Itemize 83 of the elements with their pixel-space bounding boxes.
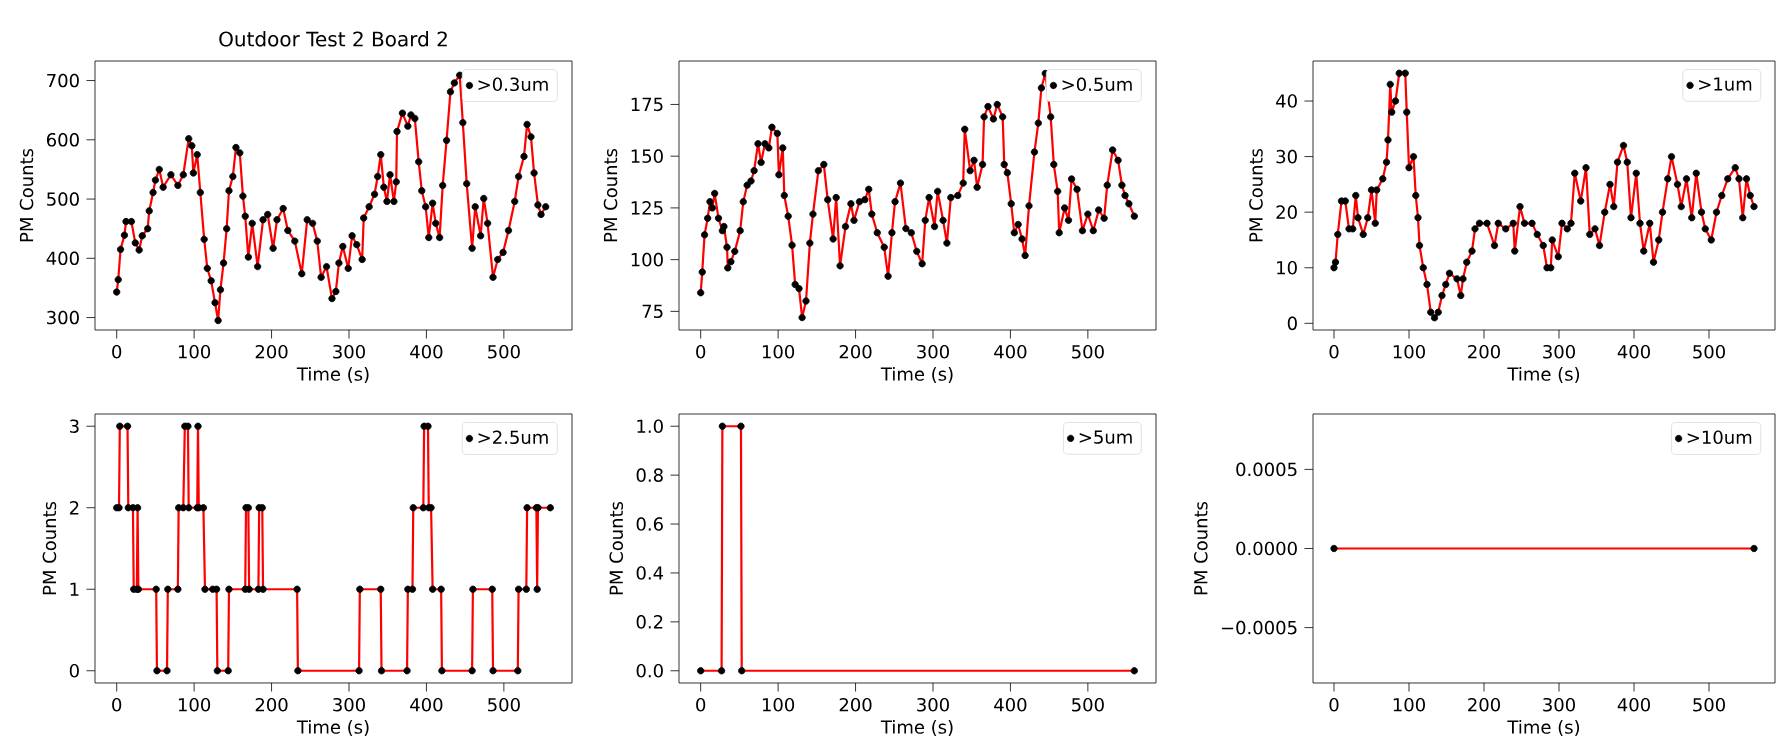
x-tick-label: 500 — [1693, 344, 1725, 359]
legend-label: >0.3um — [478, 77, 548, 92]
y-tick-label: 40 — [1276, 94, 1297, 108]
x-tick-label: 0 — [1329, 344, 1339, 359]
y-tick-label: 700 — [47, 73, 79, 88]
x-tick-label: 200 — [255, 697, 288, 712]
x-tick-label: 0 — [696, 344, 706, 359]
y-tick-label: 175 — [631, 97, 663, 112]
y-axis-title: PM Counts — [42, 501, 57, 595]
x-tick-label: 0 — [112, 344, 122, 359]
x-tick-label: 300 — [917, 344, 949, 359]
legend-label: >5um — [1079, 430, 1132, 444]
x-axis-title: Time (s) — [880, 366, 953, 383]
x-tick-label: 400 — [410, 344, 443, 359]
y-tick-label: 600 — [46, 132, 79, 147]
x-tick-label: 500 — [1693, 697, 1725, 712]
x-tick-label: 0 — [696, 697, 706, 712]
y-tick-label: −0.0005 — [1221, 620, 1297, 635]
x-tick-label: 400 — [1617, 344, 1650, 359]
y-tick-label: 2 — [69, 501, 79, 515]
y-tick-label: 500 — [47, 192, 79, 206]
x-tick-label: 400 — [1617, 697, 1650, 712]
legend-label: >10um — [1687, 430, 1752, 445]
y-tick-label: 0.6 — [636, 517, 663, 531]
x-tick-label: 100 — [1393, 697, 1425, 712]
x-tick-label: 400 — [994, 697, 1027, 712]
y-tick-label: 20 — [1276, 205, 1297, 219]
x-tick-label: 0 — [112, 697, 122, 712]
chart-title: Outdoor Test 2 Board 2 — [219, 31, 447, 47]
x-tick-label: 400 — [994, 344, 1027, 359]
x-tick-label: 200 — [255, 344, 288, 359]
y-tick-label: 0 — [69, 663, 79, 678]
y-tick-label: 10 — [1277, 260, 1297, 275]
x-axis-title: Time (s) — [296, 366, 369, 383]
y-tick-label: 400 — [46, 251, 79, 266]
x-tick-label: 100 — [178, 344, 211, 359]
x-axis-title: Time (s) — [880, 719, 953, 736]
y-tick-label: 0.2 — [636, 615, 663, 629]
y-axis-title: PM Counts — [19, 148, 34, 242]
x-tick-label: 300 — [1543, 344, 1575, 359]
y-tick-label: 3 — [70, 419, 79, 434]
x-tick-label: 100 — [1393, 344, 1425, 359]
x-tick-label: 200 — [1468, 344, 1500, 359]
legend-label: >2.5um — [478, 430, 548, 445]
x-tick-label: 200 — [1468, 697, 1500, 712]
y-axis-title: PM Counts — [1249, 148, 1263, 242]
x-tick-label: 500 — [488, 344, 520, 359]
y-tick-label: 100 — [631, 252, 663, 267]
legend-label: >0.5um — [1062, 77, 1132, 92]
x-tick-label: 200 — [839, 697, 872, 712]
y-tick-label: 0.4 — [636, 566, 664, 580]
x-axis-title: Time (s) — [296, 719, 369, 736]
x-tick-label: 0 — [1329, 697, 1339, 712]
x-tick-label: 300 — [333, 697, 365, 712]
y-axis-title: PM Counts — [609, 501, 624, 595]
x-tick-label: 500 — [1072, 344, 1104, 359]
x-axis-title: Time (s) — [1507, 719, 1580, 736]
y-tick-label: 0.0000 — [1236, 541, 1297, 556]
y-tick-label: 125 — [631, 201, 663, 215]
y-tick-label: 1 — [70, 582, 79, 596]
x-tick-label: 300 — [333, 344, 365, 359]
y-tick-label: 30 — [1276, 149, 1297, 164]
y-tick-label: 75 — [642, 304, 663, 319]
x-tick-label: 500 — [1072, 697, 1104, 712]
y-tick-label: 1.0 — [637, 419, 663, 434]
y-axis-title: PM Counts — [1193, 501, 1208, 595]
x-tick-label: 300 — [1543, 697, 1575, 712]
y-tick-label: 0.0 — [636, 663, 663, 678]
x-tick-label: 100 — [762, 697, 795, 712]
y-tick-label: 300 — [47, 310, 79, 325]
legend-label: >1um — [1699, 77, 1752, 91]
y-tick-label: 0.8 — [636, 468, 663, 482]
y-tick-label: 150 — [631, 149, 663, 163]
x-tick-label: 400 — [410, 697, 443, 712]
x-tick-label: 300 — [917, 697, 949, 712]
x-axis-title: Time (s) — [1507, 366, 1580, 383]
y-tick-label: 0 — [1287, 316, 1297, 331]
x-tick-label: 500 — [488, 697, 520, 712]
x-tick-label: 200 — [839, 344, 872, 359]
x-tick-label: 100 — [762, 344, 795, 359]
y-tick-label: 0.0005 — [1236, 462, 1297, 477]
y-axis-title: PM Counts — [603, 148, 618, 242]
x-tick-label: 100 — [178, 697, 211, 712]
